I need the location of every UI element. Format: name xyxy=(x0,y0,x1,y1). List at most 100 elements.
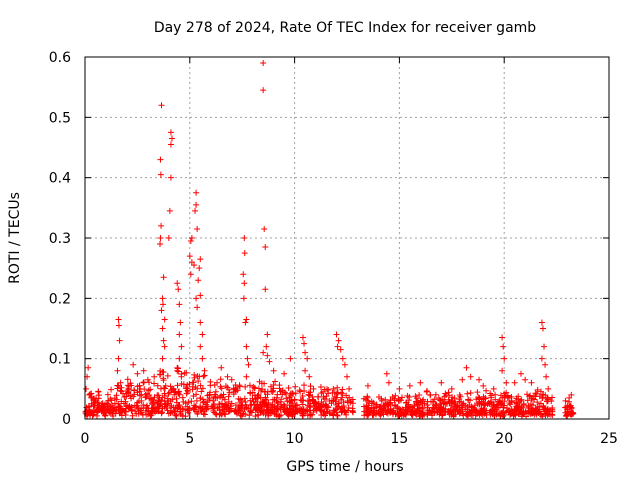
data-point xyxy=(159,301,166,308)
data-point xyxy=(176,355,183,362)
data-point xyxy=(285,385,292,392)
data-point xyxy=(326,397,333,404)
data-point xyxy=(118,412,125,419)
data-point xyxy=(299,412,306,419)
data-point xyxy=(278,401,285,408)
data-point xyxy=(301,382,308,389)
data-point xyxy=(115,322,122,329)
data-point xyxy=(151,394,158,401)
data-point xyxy=(264,331,271,338)
data-point xyxy=(192,207,199,214)
data-point xyxy=(108,406,115,413)
data-point xyxy=(389,393,396,400)
data-point xyxy=(332,406,339,413)
data-point xyxy=(174,382,181,389)
data-point xyxy=(481,400,488,407)
data-point xyxy=(501,390,508,397)
data-point xyxy=(243,316,250,323)
data-point xyxy=(402,404,409,411)
data-point xyxy=(108,386,115,393)
data-point xyxy=(341,361,348,368)
data-point xyxy=(419,410,426,417)
data-point xyxy=(404,392,411,399)
data-point xyxy=(302,367,309,374)
data-point xyxy=(121,394,128,401)
data-point xyxy=(296,387,303,394)
x-tick-label: 20 xyxy=(495,431,513,447)
data-point xyxy=(113,392,120,399)
data-point xyxy=(247,408,254,415)
data-points xyxy=(82,60,577,420)
data-point xyxy=(193,189,200,196)
data-point xyxy=(187,271,194,278)
data-point xyxy=(243,373,250,380)
data-point xyxy=(254,394,261,401)
data-point xyxy=(252,413,259,420)
data-point xyxy=(301,387,308,394)
data-point xyxy=(476,408,483,415)
data-point xyxy=(238,413,245,420)
data-point xyxy=(158,307,165,314)
data-point xyxy=(255,411,262,418)
data-point xyxy=(276,413,283,420)
data-point xyxy=(266,358,273,365)
data-point xyxy=(458,404,465,411)
data-point xyxy=(334,343,341,350)
data-point xyxy=(171,388,178,395)
data-point xyxy=(178,343,185,350)
data-point xyxy=(449,397,456,404)
data-point xyxy=(398,394,405,401)
data-point xyxy=(304,407,311,414)
data-point xyxy=(240,271,247,278)
data-point xyxy=(331,395,338,402)
data-point xyxy=(459,376,466,383)
data-point xyxy=(197,395,204,402)
data-point xyxy=(310,385,317,392)
data-point xyxy=(455,408,462,415)
data-point xyxy=(309,396,316,403)
data-point xyxy=(197,292,204,299)
data-point xyxy=(160,375,167,382)
data-point xyxy=(474,389,481,396)
data-point xyxy=(278,396,285,403)
data-point xyxy=(507,401,514,408)
data-point xyxy=(416,413,423,420)
data-point xyxy=(365,409,372,416)
data-point xyxy=(390,407,397,414)
data-point xyxy=(164,372,171,379)
data-point xyxy=(566,394,573,401)
data-point xyxy=(465,397,472,404)
data-point xyxy=(343,392,350,399)
data-point xyxy=(228,376,235,383)
data-point xyxy=(500,343,507,350)
data-point xyxy=(180,398,187,405)
data-point xyxy=(302,349,309,356)
data-point xyxy=(370,410,377,417)
data-point xyxy=(501,393,508,400)
data-point xyxy=(160,337,167,344)
data-point xyxy=(260,60,267,67)
data-point xyxy=(165,390,172,397)
data-point xyxy=(317,383,324,390)
data-point xyxy=(140,379,147,386)
data-point xyxy=(272,378,279,385)
data-point xyxy=(442,390,449,397)
data-point xyxy=(347,399,354,406)
data-point xyxy=(519,404,526,411)
data-point xyxy=(472,412,479,419)
data-point xyxy=(262,286,269,293)
data-point xyxy=(222,383,229,390)
data-point xyxy=(95,388,102,395)
data-point xyxy=(326,409,333,416)
data-point xyxy=(364,393,371,400)
data-point xyxy=(274,399,281,406)
data-point xyxy=(143,404,150,411)
data-point xyxy=(194,385,201,392)
data-point xyxy=(313,405,320,412)
data-point xyxy=(483,387,490,394)
data-point xyxy=(261,225,268,232)
data-point xyxy=(179,394,186,401)
data-point xyxy=(260,87,267,94)
data-point xyxy=(519,411,526,418)
data-point xyxy=(412,410,419,417)
